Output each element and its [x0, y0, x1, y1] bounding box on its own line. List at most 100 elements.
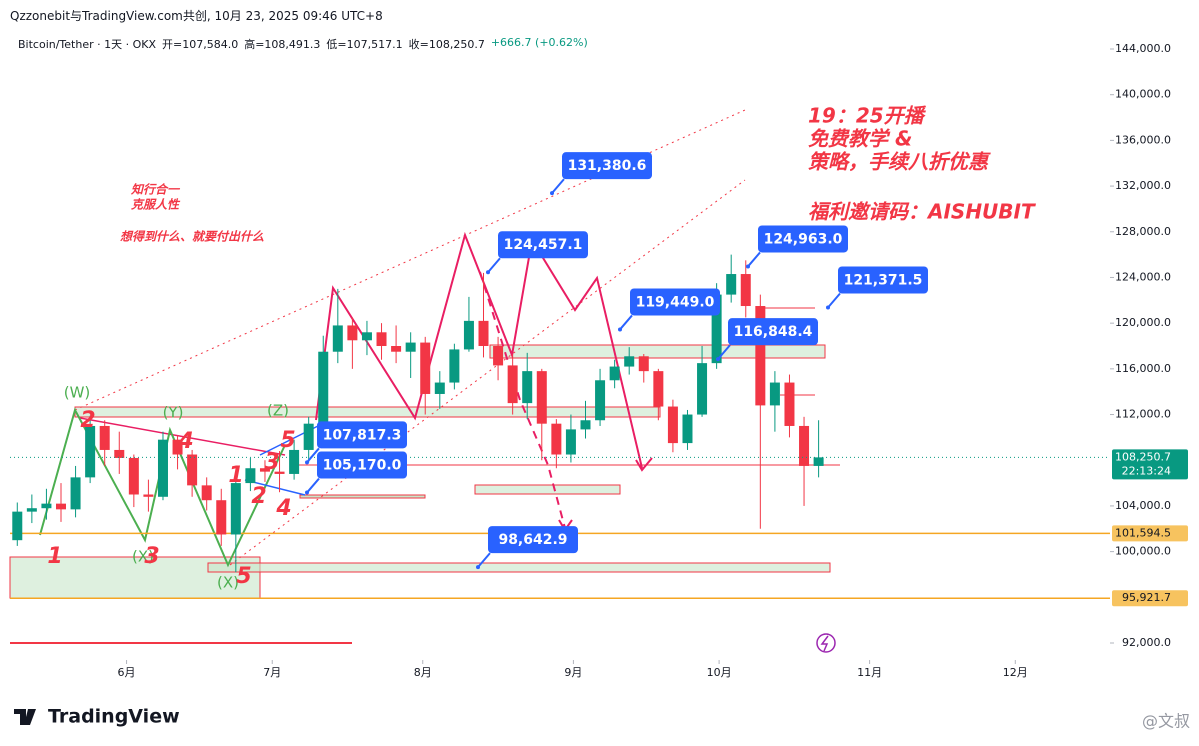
- y-tick-label: 136,000.0: [1115, 133, 1171, 146]
- x-tick-label: 11月: [857, 666, 882, 679]
- wave-label: (X): [217, 574, 239, 592]
- candle-body: [332, 325, 343, 352]
- ohlc: 低=107,517.1: [326, 38, 403, 51]
- x-tick-label: 10月: [707, 666, 732, 679]
- candle-body: [667, 406, 678, 444]
- candle-body: [274, 471, 285, 474]
- callout-label: 121,371.5: [844, 272, 923, 288]
- candle-body: [536, 371, 547, 424]
- candle-body: [347, 325, 358, 341]
- wave-label: 2: [251, 484, 266, 509]
- wave-label: 3: [144, 544, 159, 569]
- ohlc: 高=108,491.3: [244, 38, 321, 51]
- candle-body: [230, 483, 241, 535]
- callout-box: [630, 288, 720, 316]
- callout-point: [618, 327, 622, 332]
- candle-body: [565, 429, 576, 455]
- callout-point: [305, 460, 309, 465]
- candle-body: [493, 346, 504, 366]
- candle-body: [318, 351, 329, 424]
- candle-body: [376, 332, 387, 346]
- candle-body: [463, 320, 474, 350]
- candle-body: [114, 449, 125, 458]
- candle-body: [697, 363, 708, 415]
- candle-body: [391, 346, 402, 352]
- callout-point: [826, 305, 830, 310]
- candle-body: [624, 356, 635, 367]
- callout-pointer: [717, 344, 731, 360]
- candle-body: [128, 457, 139, 495]
- candle-body: [522, 371, 533, 404]
- candle-body: [551, 423, 562, 455]
- wave-label: 3: [264, 450, 279, 475]
- countdown: 22:13:24: [1122, 464, 1171, 477]
- callout-pointer: [747, 251, 761, 268]
- wave-label: 2: [80, 408, 95, 433]
- candle-body: [187, 454, 198, 486]
- y-tick-label: 124,000.0: [1115, 270, 1171, 283]
- candle-body: [405, 342, 416, 352]
- x-tick-label: 7月: [263, 666, 281, 679]
- callout-pointer: [827, 292, 841, 309]
- callout-pointer: [551, 178, 565, 194]
- callout-point: [476, 565, 480, 570]
- last-price-tag: [1112, 449, 1188, 480]
- wave-label: 4: [177, 429, 193, 454]
- candle-body: [711, 294, 722, 364]
- logo: TradingView: [48, 706, 180, 728]
- y-tick-label: 120,000.0: [1115, 316, 1171, 329]
- callout-label: 98,642.9: [498, 532, 567, 548]
- y-tick-label: 144,000.0: [1115, 42, 1171, 55]
- candle-body: [143, 494, 154, 497]
- candle-body: [653, 371, 664, 407]
- callout-pointer: [306, 477, 320, 494]
- candle-body: [41, 503, 52, 509]
- callout-pointer: [477, 552, 491, 568]
- ohlc: 开=107,584.0: [162, 38, 239, 51]
- callout-box: [498, 231, 588, 259]
- candle-body: [245, 468, 256, 484]
- callout-box: [488, 526, 578, 554]
- callout-label: 131,380.6: [568, 158, 647, 174]
- candle-body: [478, 320, 489, 346]
- note: 免费教学 &: [808, 127, 912, 151]
- candle-body: [99, 425, 110, 450]
- y-tick-label: 92,000.0: [1122, 636, 1171, 649]
- callout-box: [838, 266, 928, 294]
- callout-label: 116,848.4: [734, 324, 813, 340]
- candle-body: [420, 342, 431, 394]
- candle-body: [85, 425, 96, 478]
- x-tick-label: 9月: [564, 666, 582, 679]
- price-tag-label: 101,594.5: [1115, 526, 1171, 539]
- x-tick-label: 8月: [414, 666, 432, 679]
- candle-body: [70, 477, 81, 510]
- candle-body: [813, 457, 824, 466]
- price-tag: [1112, 590, 1188, 607]
- watermark: @文叔: [1142, 712, 1190, 731]
- callout-box: [758, 225, 848, 253]
- candle-body: [769, 382, 780, 406]
- wave-label: 1: [47, 544, 62, 569]
- legend: Bitcoin/Tether · 1天 · OKX 开=107,584.0 高=…: [18, 36, 588, 52]
- callout-pointer: [487, 257, 501, 273]
- candle-body: [507, 365, 518, 404]
- y-tick-label: 100,000.0: [1115, 545, 1171, 558]
- candle-body: [172, 439, 183, 455]
- candle-body: [449, 349, 460, 383]
- y-tick-label: 128,000.0: [1115, 225, 1171, 238]
- candle-body: [201, 485, 212, 501]
- callout-label: 107,817.3: [323, 427, 402, 443]
- callout-pointer: [619, 314, 633, 331]
- wave-label: 4: [275, 496, 291, 521]
- callout-box: [728, 318, 818, 346]
- callout-point: [486, 270, 490, 275]
- y-tick-label: 104,000.0: [1115, 499, 1171, 512]
- callout-point: [746, 264, 750, 269]
- callout-box: [317, 421, 407, 449]
- wave-label: 5: [236, 564, 251, 589]
- candle-body: [595, 380, 606, 421]
- drawings: [9, 109, 840, 725]
- wave-label: 1: [228, 463, 243, 488]
- header-title: Qzzonebit与TradingView.com共创, 10月 23, 202…: [10, 9, 383, 23]
